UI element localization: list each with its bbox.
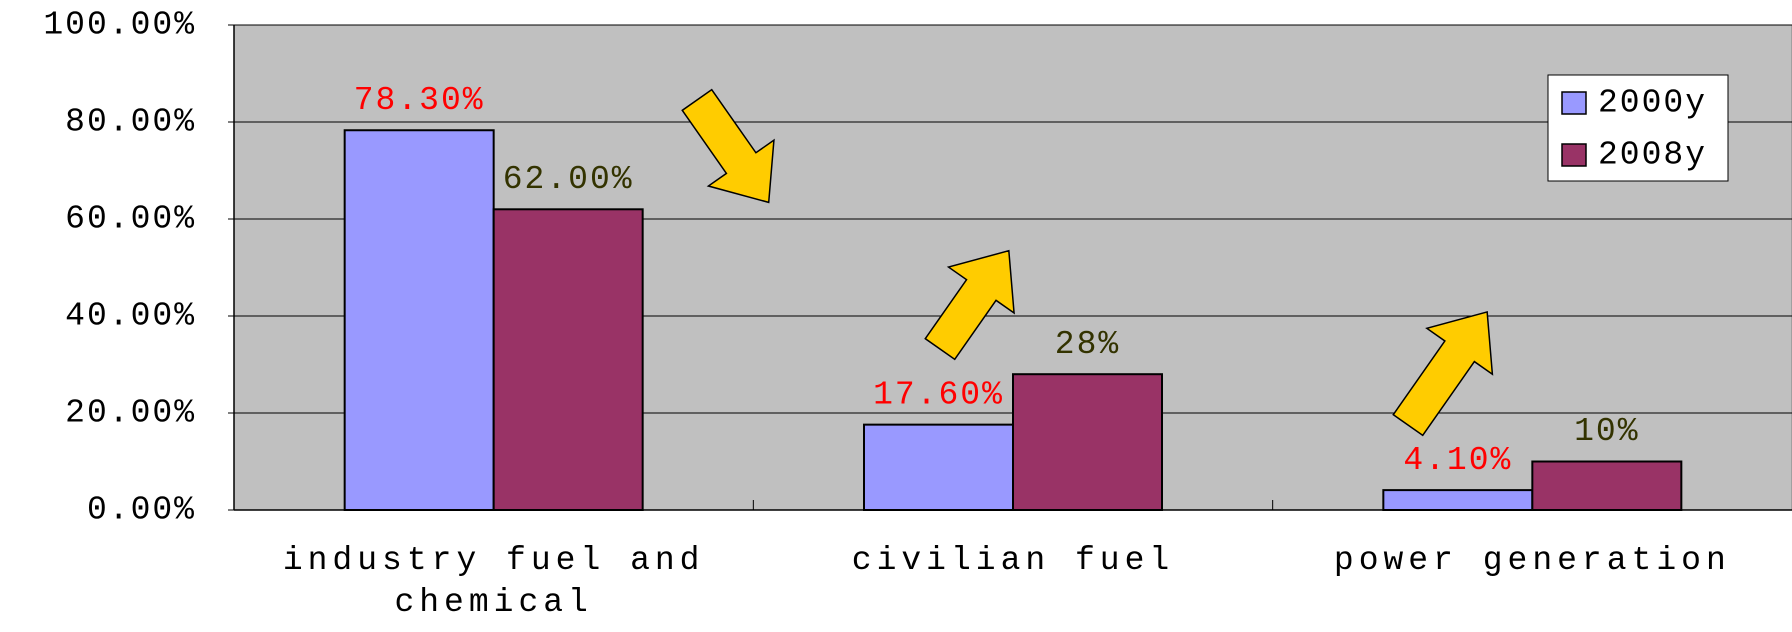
legend-label: 2000y: [1598, 85, 1707, 122]
legend-swatch: [1561, 91, 1587, 115]
y-tick-label: 60.00%: [65, 201, 196, 238]
bar: [1012, 373, 1163, 512]
x-tick-label: civilian fuel: [851, 542, 1175, 579]
data-label: 4.10%: [1403, 442, 1512, 479]
y-tick-label: 20.00%: [65, 395, 196, 432]
data-label: 78.30%: [354, 82, 485, 119]
arrow: [1392, 310, 1494, 437]
bar: [863, 423, 1014, 512]
arrow: [681, 88, 775, 204]
data-label: 10%: [1574, 413, 1639, 450]
x-tick-label-box: power generation: [1333, 542, 1731, 579]
x-tick-label: power generation: [1333, 542, 1731, 579]
y-tick-label: 0.00%: [87, 492, 196, 529]
x-tick-label: industry fuel and chemical: [282, 542, 705, 621]
arrow: [924, 249, 1015, 361]
data-label: 62.00%: [503, 161, 634, 198]
data-label: 17.60%: [873, 376, 1004, 413]
bar: [492, 208, 644, 512]
legend-label: 2008y: [1598, 137, 1707, 174]
bar: [1531, 460, 1683, 511]
data-label: 28%: [1055, 326, 1120, 363]
x-tick-label-box: civilian fuel: [851, 542, 1175, 579]
x-tick-label-box: industry fuel and chemical: [282, 542, 705, 621]
bar: [343, 129, 495, 511]
legend-swatch: [1561, 143, 1587, 167]
y-tick-label: 100.00%: [43, 7, 196, 44]
y-tick-label: 80.00%: [65, 104, 196, 141]
bar: [1382, 489, 1534, 511]
y-tick-label: 40.00%: [65, 298, 196, 335]
